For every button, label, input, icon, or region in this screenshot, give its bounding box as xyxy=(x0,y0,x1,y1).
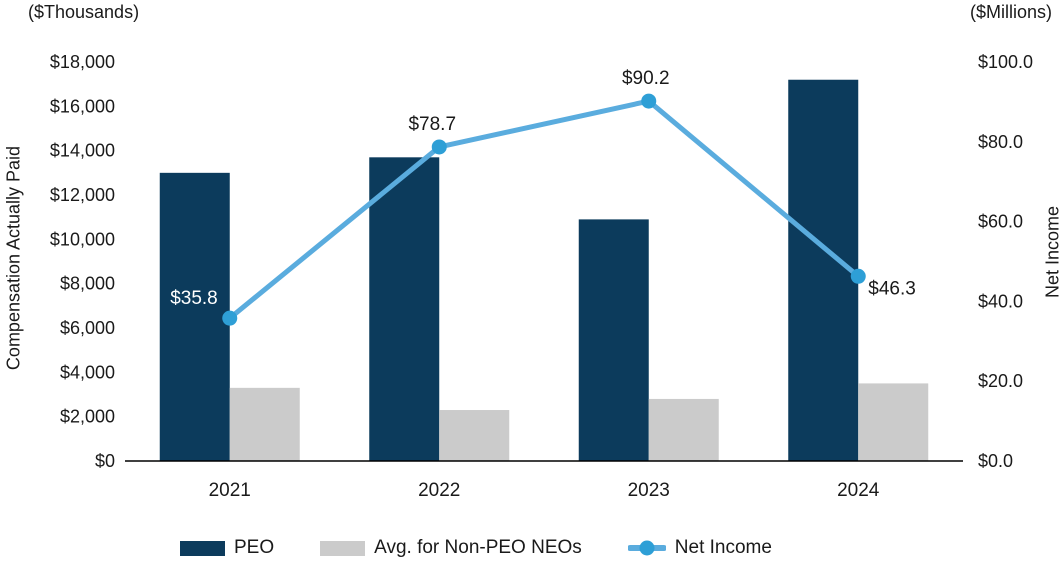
net-income-value-label: $78.7 xyxy=(408,114,456,135)
x-axis-category-label: 2023 xyxy=(628,480,670,501)
non-peo-bar-2021 xyxy=(229,387,300,461)
net-income-marker-2022 xyxy=(431,139,447,155)
non-peo-bar-2022 xyxy=(439,410,510,461)
net-income-line xyxy=(227,98,861,321)
net-income-value-label: $90.2 xyxy=(622,68,670,89)
legend-line-swatch xyxy=(627,540,666,556)
peo-bar-2023 xyxy=(578,219,649,461)
left-axis-tick-label: $6,000 xyxy=(60,318,115,338)
legend-label: Net Income xyxy=(674,537,772,558)
legend-item-peo: PEO xyxy=(180,537,274,559)
net-income-value-label: $46.3 xyxy=(868,278,916,299)
right-axis-unit-label: ($Millions) xyxy=(969,2,1052,22)
x-axis-category-label: 2021 xyxy=(209,480,251,501)
legend-bar-swatch xyxy=(180,540,225,556)
right-axis-tick-label: $40.0 xyxy=(978,291,1023,311)
right-axis-tick-label: $80.0 xyxy=(978,132,1023,152)
left-axis-tick-label: $16,000 xyxy=(50,96,115,116)
net-income-value-label: $35.8 xyxy=(170,288,218,309)
left-axis-tick-label: $12,000 xyxy=(50,185,115,205)
left-axis-unit-label: ($Thousands) xyxy=(28,2,140,22)
chart-legend: PEO Avg. for Non-PEO NEOs Net Income xyxy=(180,537,772,559)
net-income-marker-2021 xyxy=(222,310,238,326)
left-axis-tick-label: $0 xyxy=(95,451,115,471)
net-income-marker-2024 xyxy=(850,268,866,284)
left-axis-tick-label: $8,000 xyxy=(60,274,115,294)
peo-bar-2021 xyxy=(159,172,230,462)
peo-bar-2022 xyxy=(369,157,440,462)
left-axis-tick-label: $18,000 xyxy=(50,52,115,72)
non-peo-bar-2023 xyxy=(648,398,719,461)
legend-label: Avg. for Non-PEO NEOs xyxy=(374,537,582,558)
peo-bar-2024 xyxy=(788,79,859,461)
legend-label: PEO xyxy=(234,537,275,558)
x-axis-category-label: 2022 xyxy=(418,480,460,501)
left-axis-tick-label: $10,000 xyxy=(50,229,115,249)
left-axis-tick-label: $4,000 xyxy=(60,362,115,382)
left-axis-tick-label: $2,000 xyxy=(60,407,115,427)
left-axis-tick-label: $14,000 xyxy=(50,141,115,161)
right-axis-tick-label: $0.0 xyxy=(978,451,1013,471)
net-income-marker-2023 xyxy=(641,93,657,109)
right-axis-tick-label: $100.0 xyxy=(978,52,1033,72)
legend-bar-swatch xyxy=(320,540,366,556)
legend-item-avg-for-non-peo-neos: Avg. for Non-PEO NEOs xyxy=(320,537,582,559)
legend-item-net-income: Net Income xyxy=(627,537,772,559)
non-peo-bar-2024 xyxy=(858,383,929,461)
right-axis-tick-label: $20.0 xyxy=(978,371,1023,391)
right-axis-tick-label: $60.0 xyxy=(978,212,1023,232)
x-axis-category-label: 2024 xyxy=(837,480,880,501)
